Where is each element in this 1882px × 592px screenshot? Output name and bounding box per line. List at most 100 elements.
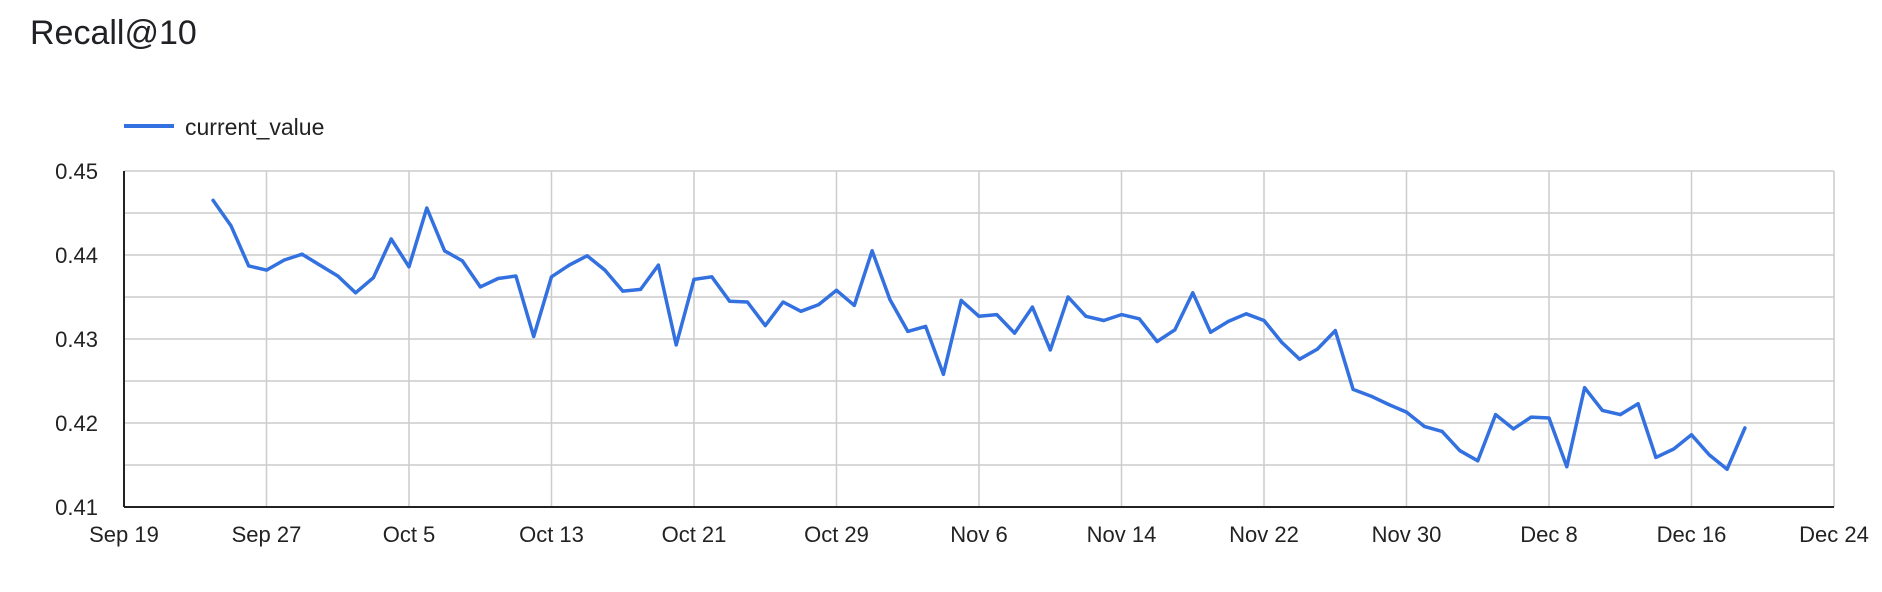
- chart-title: Recall@10: [30, 14, 197, 52]
- data-point: [656, 263, 660, 267]
- data-point: [1137, 317, 1141, 321]
- x-tick-label: Oct 21: [662, 522, 727, 547]
- data-point: [1066, 295, 1070, 299]
- y-tick-label: 0.42: [55, 411, 98, 436]
- legend-label: current_value: [185, 114, 324, 140]
- data-point: [834, 288, 839, 292]
- legend[interactable]: current_value: [124, 114, 324, 140]
- x-tick-label: Nov 30: [1372, 522, 1442, 547]
- data-point: [1707, 453, 1711, 457]
- data-point: [1119, 313, 1124, 317]
- data-point: [282, 258, 286, 262]
- data-point: [1298, 357, 1302, 361]
- x-tick-label: Dec 16: [1657, 522, 1727, 547]
- data-point: [923, 324, 928, 328]
- data-point: [371, 276, 375, 280]
- data-point: [906, 329, 910, 334]
- y-tick-label: 0.45: [55, 159, 98, 184]
- data-point: [1529, 415, 1533, 419]
- y-axis-ticks: 0.41 0.42 0.43 0.44 0.45: [55, 159, 98, 520]
- data-point: [852, 303, 856, 307]
- data-point: [1725, 467, 1729, 471]
- data-point: [1191, 291, 1195, 295]
- x-tick-label: Dec 8: [1520, 522, 1577, 547]
- data-point: [1226, 319, 1230, 323]
- data-point: [407, 265, 411, 269]
- data-point: [1244, 312, 1248, 316]
- data-point: [1511, 427, 1515, 431]
- data-point: [1672, 447, 1676, 451]
- data-point: [1458, 449, 1462, 453]
- data-point: [567, 263, 571, 267]
- data-point: [1048, 348, 1052, 352]
- data-point: [1084, 314, 1088, 318]
- x-tick-label: Sep 27: [232, 522, 302, 547]
- data-point: [1636, 402, 1640, 406]
- data-point: [1547, 416, 1551, 420]
- x-tick-label: Nov 14: [1087, 522, 1157, 547]
- y-tick-label: 0.44: [55, 243, 98, 268]
- data-point: [781, 300, 785, 304]
- data-point: [710, 275, 714, 279]
- data-point: [1618, 413, 1622, 417]
- data-point: [817, 302, 821, 307]
- data-point: [888, 297, 892, 302]
- data-point: [443, 249, 447, 253]
- x-tick-label: Sep 19: [89, 522, 159, 547]
- data-point: [959, 298, 963, 302]
- data-point: [603, 268, 607, 272]
- data-point: [1030, 305, 1035, 309]
- x-tick-label: Oct 29: [804, 522, 869, 547]
- data-point: [1422, 424, 1426, 428]
- data-point: [1369, 394, 1373, 398]
- data-point: [318, 263, 322, 267]
- data-point: [336, 274, 340, 278]
- data-point: [692, 277, 696, 281]
- data-point: [1387, 402, 1391, 407]
- data-point: [211, 198, 215, 202]
- data-point: [941, 372, 945, 376]
- data-point: [478, 285, 482, 289]
- data-point: [496, 276, 500, 281]
- data-point: [1404, 410, 1409, 414]
- data-point: [1351, 387, 1355, 391]
- x-tick-label: Nov 6: [950, 522, 1007, 547]
- data-point: [1280, 340, 1284, 344]
- data-point: [870, 249, 874, 253]
- data-point: [1155, 339, 1159, 344]
- series-group: [211, 198, 1747, 471]
- data-point: [763, 323, 767, 328]
- data-point: [353, 291, 358, 295]
- data-point: [1654, 455, 1658, 460]
- y-tick-label: 0.43: [55, 327, 98, 352]
- data-point: [300, 252, 304, 256]
- data-point: [514, 274, 518, 278]
- data-point: [389, 237, 393, 241]
- data-point: [621, 289, 625, 293]
- data-point: [247, 264, 251, 268]
- axes: [123, 171, 1834, 508]
- data-point: [799, 309, 803, 313]
- data-point: [425, 206, 429, 210]
- x-tick-label: Oct 5: [383, 522, 436, 547]
- data-point: [977, 314, 981, 318]
- data-point: [1208, 330, 1213, 334]
- data-point: [745, 300, 750, 304]
- data-point: [549, 275, 554, 279]
- y-tick-label: 0.41: [55, 495, 98, 520]
- data-point: [264, 268, 269, 272]
- x-tick-label: Dec 24: [1799, 522, 1869, 547]
- data-point: [1583, 386, 1587, 390]
- data-point: [995, 313, 999, 317]
- data-point: [229, 224, 233, 228]
- data-point: [1315, 347, 1320, 351]
- data-point: [1173, 328, 1177, 332]
- x-tick-label: Nov 22: [1229, 522, 1299, 547]
- grid-lines: [123, 170, 1835, 508]
- data-point: [1333, 329, 1337, 333]
- x-axis-ticks: Sep 19 Sep 27 Oct 5 Oct 13 Oct 21 Oct 29 Nov 6…: [89, 522, 1869, 547]
- data-point: [1689, 433, 1694, 437]
- data-point: [638, 287, 643, 292]
- data-point: [1565, 465, 1569, 469]
